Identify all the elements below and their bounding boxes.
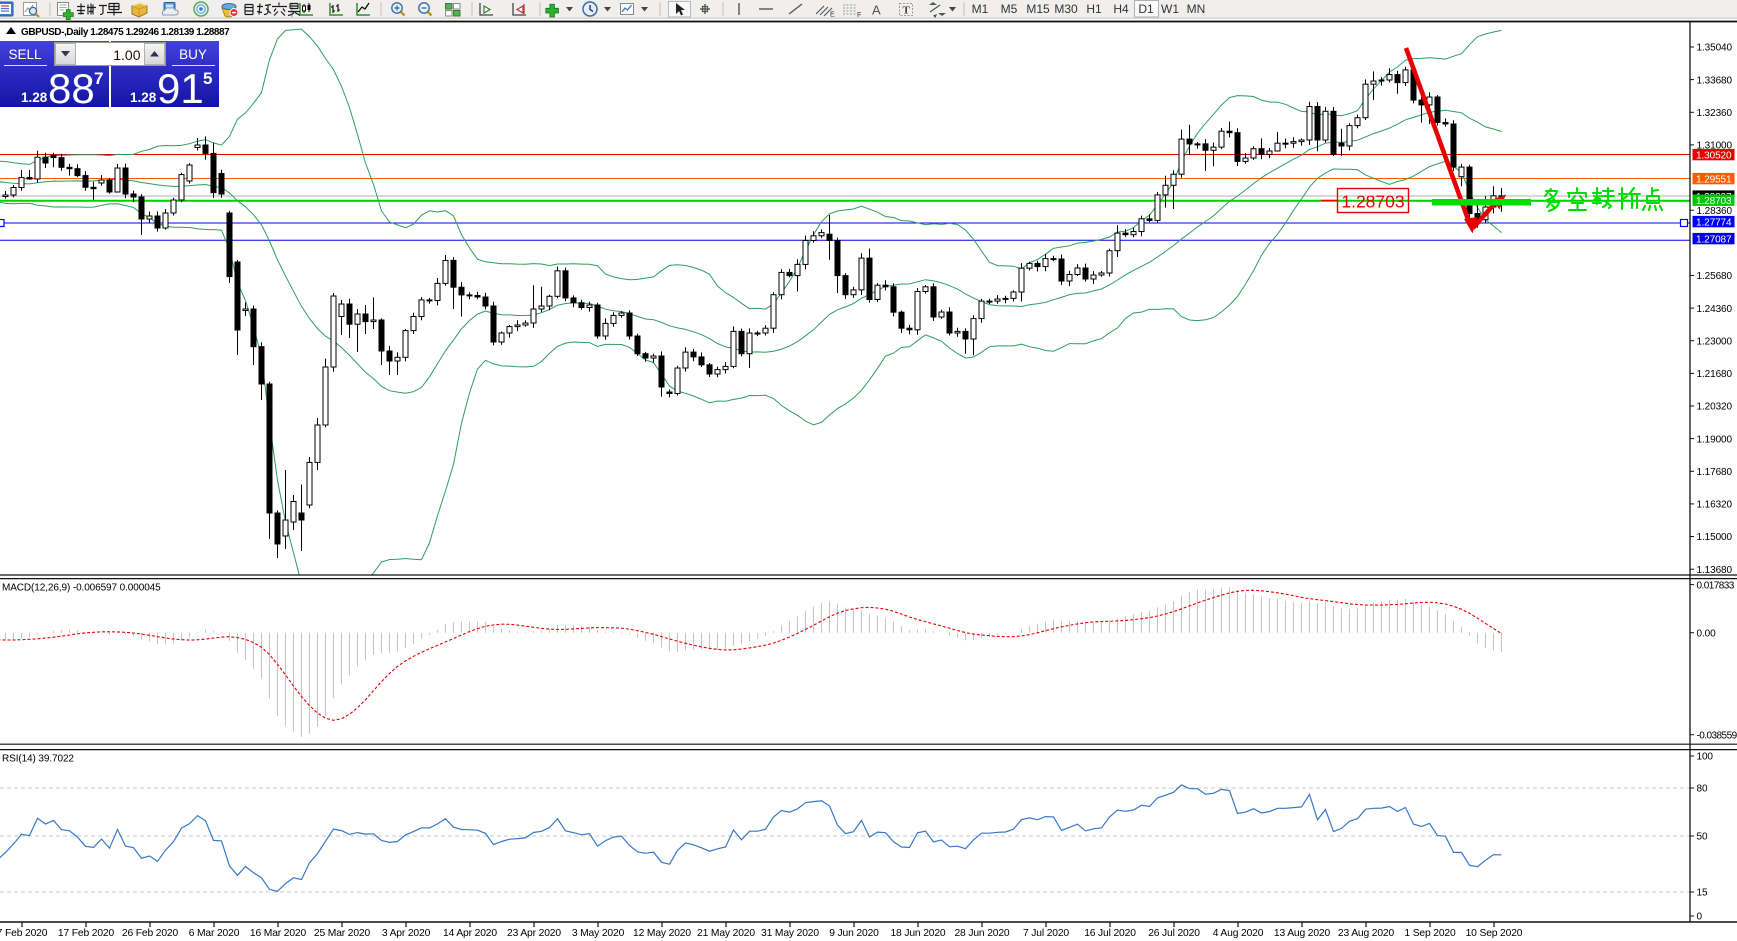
svg-text:1.17680: 1.17680 bbox=[1697, 467, 1733, 478]
svg-text:31 May 2020: 31 May 2020 bbox=[761, 928, 819, 939]
svg-text:80: 80 bbox=[1697, 784, 1708, 795]
svg-text:16 Mar 2020: 16 Mar 2020 bbox=[250, 928, 307, 939]
svg-text:1.31000: 1.31000 bbox=[1697, 141, 1733, 152]
svg-text:3 May 2020: 3 May 2020 bbox=[572, 928, 625, 939]
svg-text:M1: M1 bbox=[972, 2, 989, 16]
svg-text:GBPUSD-,Daily 1.28475 1.29246: GBPUSD-,Daily 1.28475 1.29246 1.28139 1.… bbox=[21, 27, 230, 38]
svg-text:1.20320: 1.20320 bbox=[1697, 402, 1733, 413]
svg-text:1.29551: 1.29551 bbox=[1696, 174, 1732, 185]
svg-text:W1: W1 bbox=[1161, 2, 1179, 16]
svg-text:7 Feb 2020: 7 Feb 2020 bbox=[0, 928, 48, 939]
svg-text:1.13680: 1.13680 bbox=[1697, 565, 1733, 576]
svg-text:100: 100 bbox=[1697, 752, 1714, 763]
svg-text:14 Apr 2020: 14 Apr 2020 bbox=[443, 928, 497, 939]
svg-text:1.28360: 1.28360 bbox=[1697, 206, 1733, 217]
svg-text:1.24360: 1.24360 bbox=[1697, 304, 1733, 315]
svg-text:1.15000: 1.15000 bbox=[1697, 532, 1733, 543]
svg-text:15: 15 bbox=[1697, 888, 1708, 899]
svg-text:3 Apr 2020: 3 Apr 2020 bbox=[382, 928, 431, 939]
svg-text:17 Feb 2020: 17 Feb 2020 bbox=[58, 928, 115, 939]
svg-text:1.25680: 1.25680 bbox=[1697, 271, 1733, 282]
svg-text:28 Jun 2020: 28 Jun 2020 bbox=[954, 928, 1009, 939]
svg-text:9 Jun 2020: 9 Jun 2020 bbox=[829, 928, 879, 939]
svg-text:1.30520: 1.30520 bbox=[1696, 150, 1732, 161]
svg-text:1.16320: 1.16320 bbox=[1697, 500, 1733, 511]
svg-text:1.28703: 1.28703 bbox=[1696, 196, 1732, 207]
svg-text:1.32360: 1.32360 bbox=[1697, 108, 1733, 119]
svg-text:13 Aug 2020: 13 Aug 2020 bbox=[1274, 928, 1331, 939]
svg-text:RSI(14) 39.7022: RSI(14) 39.7022 bbox=[2, 754, 74, 765]
svg-text:25 Mar 2020: 25 Mar 2020 bbox=[314, 928, 371, 939]
svg-text:M5: M5 bbox=[1001, 2, 1018, 16]
svg-text:0.017833: 0.017833 bbox=[1697, 580, 1735, 591]
svg-text:M30: M30 bbox=[1054, 2, 1078, 16]
svg-text:23 Aug 2020: 23 Aug 2020 bbox=[1338, 928, 1395, 939]
svg-text:10 Sep 2020: 10 Sep 2020 bbox=[1466, 928, 1523, 939]
svg-text:1 Sep 2020: 1 Sep 2020 bbox=[1404, 928, 1456, 939]
svg-text:1.23000: 1.23000 bbox=[1697, 336, 1733, 347]
svg-text:6 Mar 2020: 6 Mar 2020 bbox=[189, 928, 240, 939]
svg-text:MACD(12,26,9) -0.006597 0.0000: MACD(12,26,9) -0.006597 0.000045 bbox=[2, 583, 161, 594]
svg-text:4 Aug 2020: 4 Aug 2020 bbox=[1213, 928, 1264, 939]
svg-text:1.27087: 1.27087 bbox=[1696, 234, 1732, 245]
svg-text:16 Jul 2020: 16 Jul 2020 bbox=[1084, 928, 1136, 939]
svg-text:T: T bbox=[903, 5, 911, 17]
svg-text:12 May 2020: 12 May 2020 bbox=[633, 928, 691, 939]
svg-text:0: 0 bbox=[1697, 912, 1703, 923]
svg-text:26 Jul 2020: 26 Jul 2020 bbox=[1148, 928, 1200, 939]
svg-text:1.33680: 1.33680 bbox=[1697, 75, 1733, 86]
svg-text:1.28703: 1.28703 bbox=[1341, 192, 1404, 212]
svg-text:26 Feb 2020: 26 Feb 2020 bbox=[122, 928, 179, 939]
svg-text:23 Apr 2020: 23 Apr 2020 bbox=[507, 928, 561, 939]
svg-text:1.19000: 1.19000 bbox=[1697, 434, 1733, 445]
svg-text:1.35040: 1.35040 bbox=[1697, 43, 1733, 54]
svg-text:D1: D1 bbox=[1138, 2, 1154, 16]
svg-text:A: A bbox=[872, 3, 881, 18]
svg-text:7 Jul 2020: 7 Jul 2020 bbox=[1023, 928, 1069, 939]
svg-text:21 May 2020: 21 May 2020 bbox=[697, 928, 755, 939]
svg-text:1.21680: 1.21680 bbox=[1697, 369, 1733, 380]
svg-text:18 Jun 2020: 18 Jun 2020 bbox=[890, 928, 945, 939]
svg-text:MN: MN bbox=[1187, 2, 1206, 16]
svg-text:F: F bbox=[857, 12, 861, 19]
svg-text:1.27774: 1.27774 bbox=[1696, 217, 1732, 228]
svg-text:0.00: 0.00 bbox=[1697, 628, 1717, 639]
svg-text:-0.038559: -0.038559 bbox=[1697, 730, 1737, 741]
svg-text:H1: H1 bbox=[1086, 2, 1102, 16]
svg-text:M15: M15 bbox=[1026, 2, 1050, 16]
svg-text:E: E bbox=[830, 12, 835, 19]
svg-text:H4: H4 bbox=[1113, 2, 1129, 16]
svg-text:50: 50 bbox=[1697, 832, 1708, 843]
